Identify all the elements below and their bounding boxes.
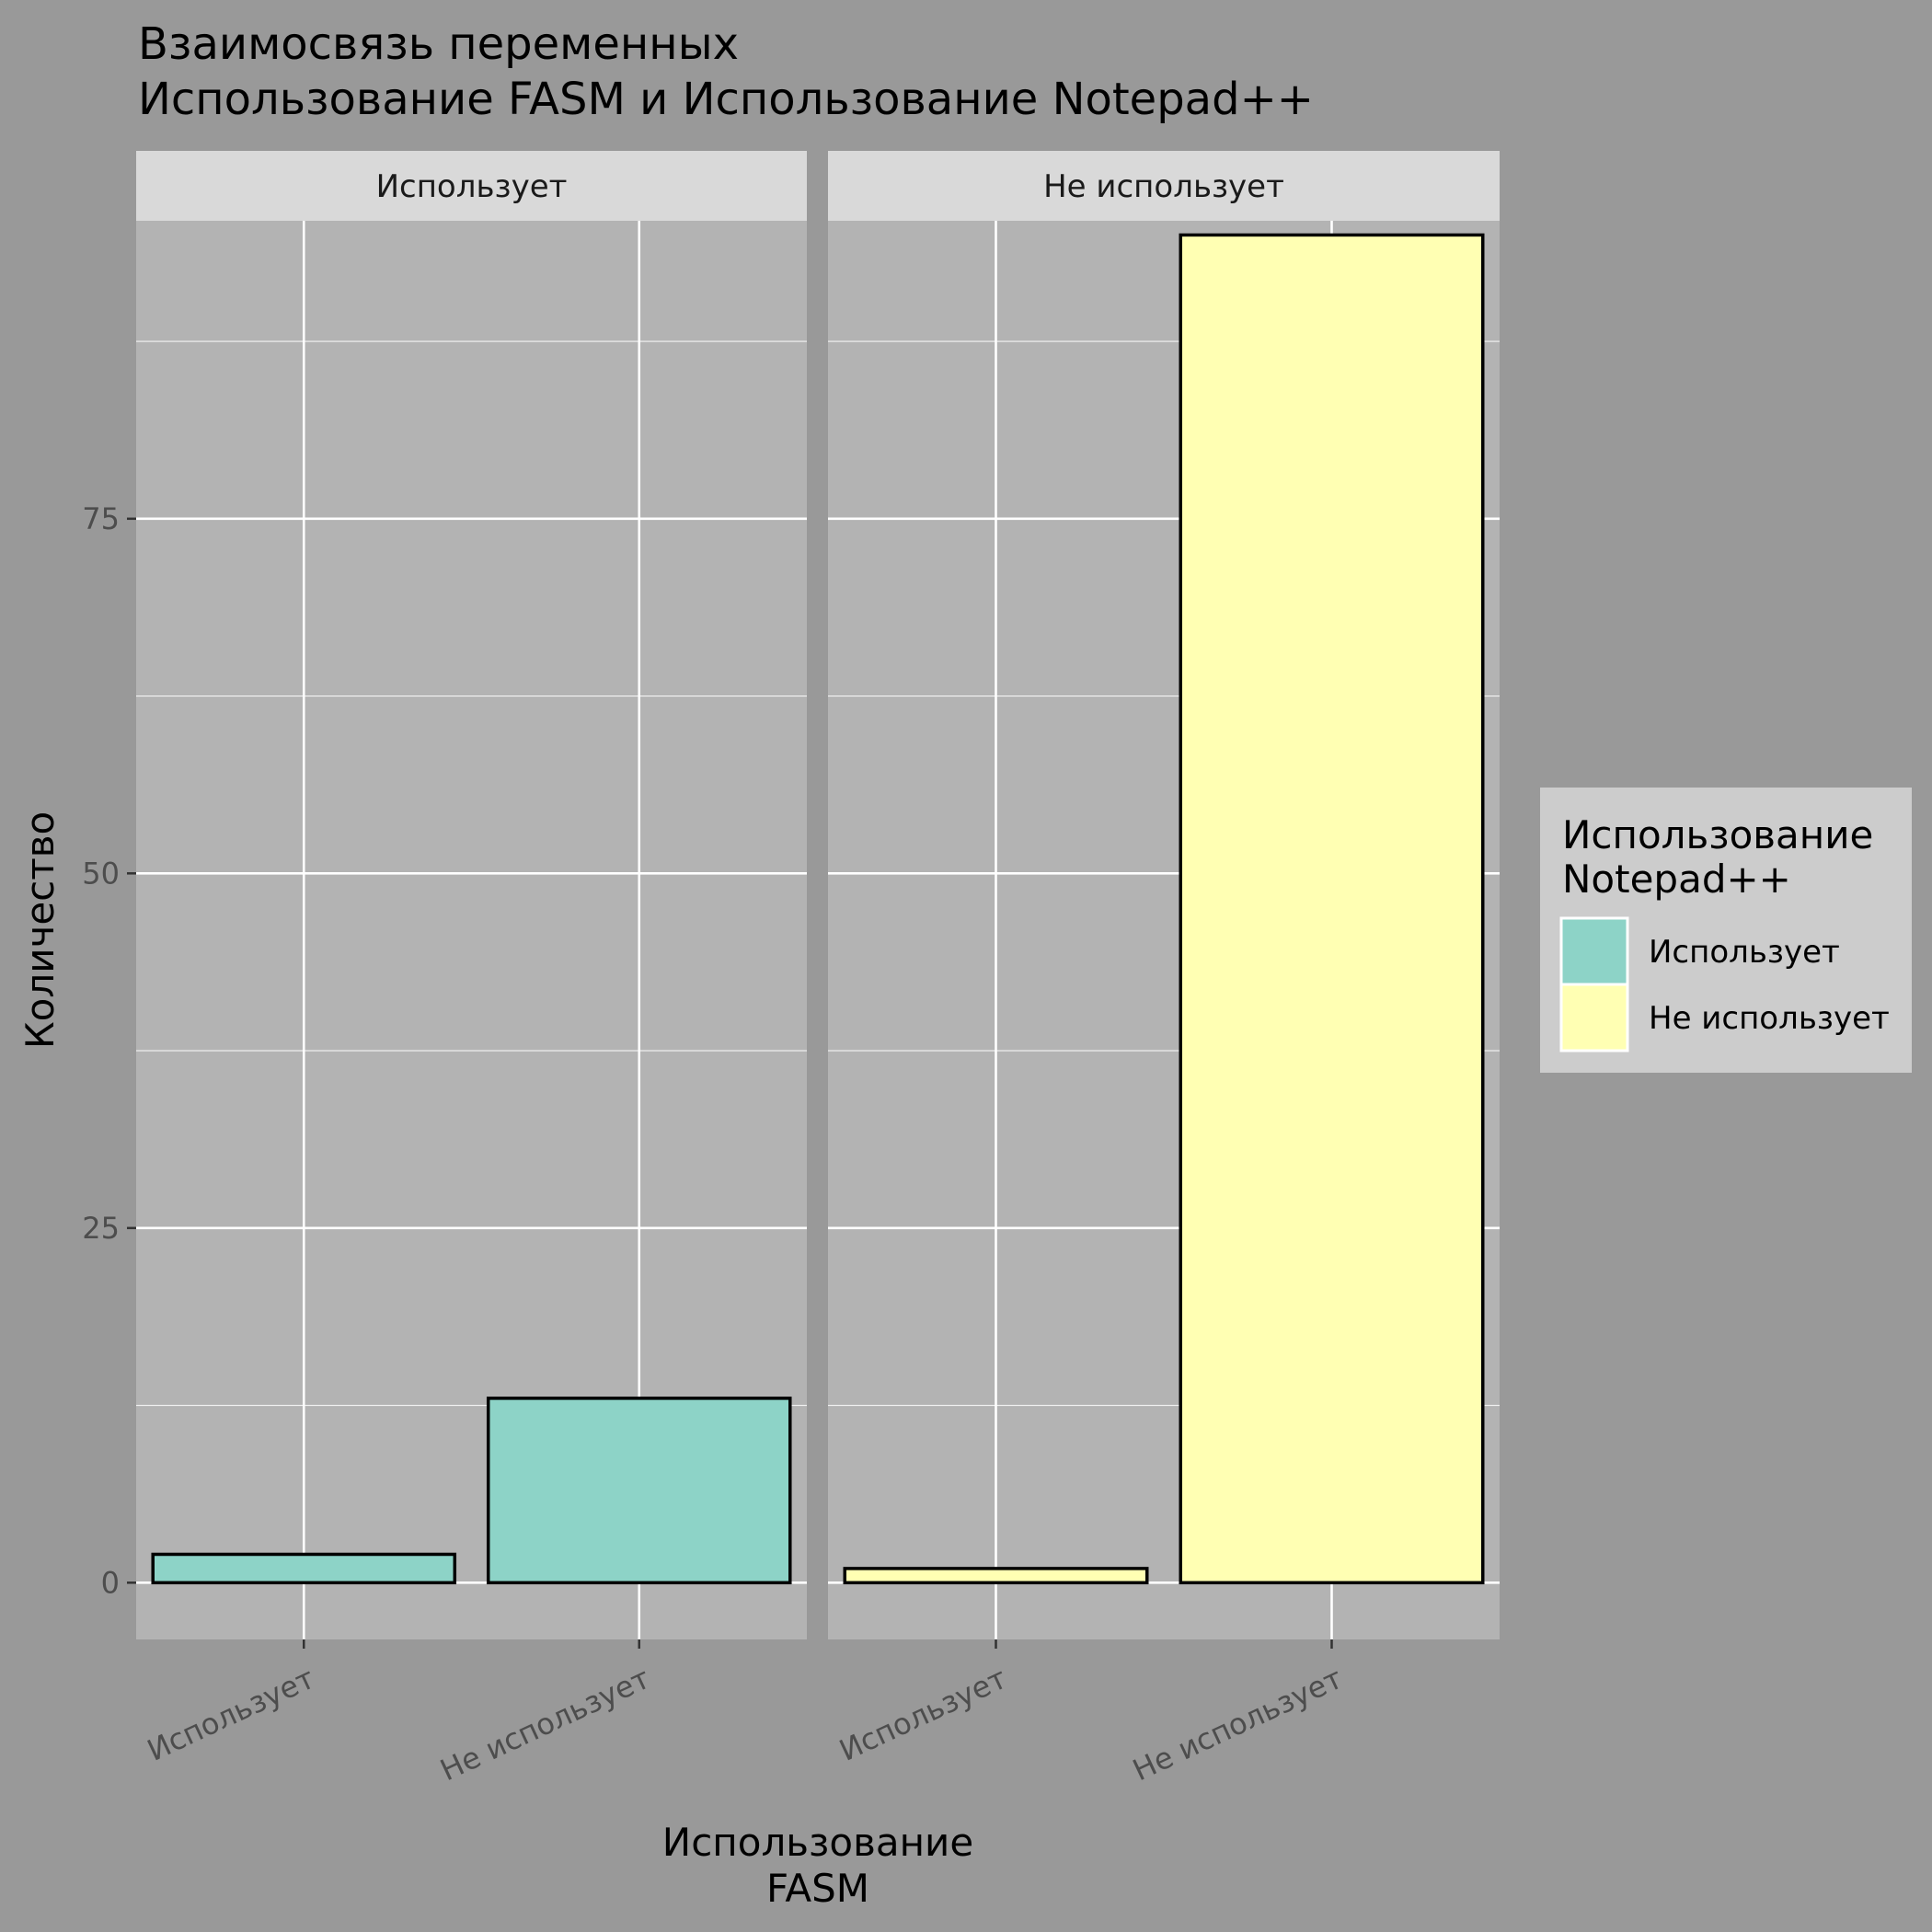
legend-label: Не использует: [1649, 1000, 1890, 1037]
x-tick-label: Не использует: [435, 1661, 655, 1788]
y-tick-label: 0: [101, 1565, 120, 1600]
y-tick-label: 75: [82, 501, 120, 536]
y-tick-label: 50: [82, 856, 120, 891]
chart-title: Взаимосвязь переменных: [138, 18, 739, 70]
x-tick-label: Использует: [142, 1661, 319, 1768]
y-axis-title: Количество: [17, 811, 63, 1049]
legend-title: Использование: [1562, 812, 1873, 857]
bar: [843, 1567, 1149, 1585]
x-axis-title: FASM: [766, 1866, 869, 1911]
bar: [151, 1552, 457, 1585]
facet-strip: [136, 151, 807, 221]
legend-key: [1559, 983, 1629, 1052]
bar: [1179, 233, 1485, 1585]
facet-strip-label: Использует: [376, 168, 568, 205]
x-tick-label: Не использует: [1128, 1661, 1348, 1788]
legend-key: [1559, 916, 1629, 986]
chart-title: Использование FASM и Использование Notep…: [138, 74, 1314, 125]
facet-strip: [828, 151, 1500, 221]
legend-label: Использует: [1649, 934, 1840, 971]
y-tick-label: 25: [82, 1211, 120, 1246]
x-tick-label: Использует: [834, 1661, 1012, 1768]
x-axis-title: Использование: [662, 1820, 973, 1865]
legend-title: Notepad++: [1562, 857, 1791, 902]
bar: [486, 1397, 792, 1585]
facet-strip-label: Не использует: [1043, 168, 1284, 205]
